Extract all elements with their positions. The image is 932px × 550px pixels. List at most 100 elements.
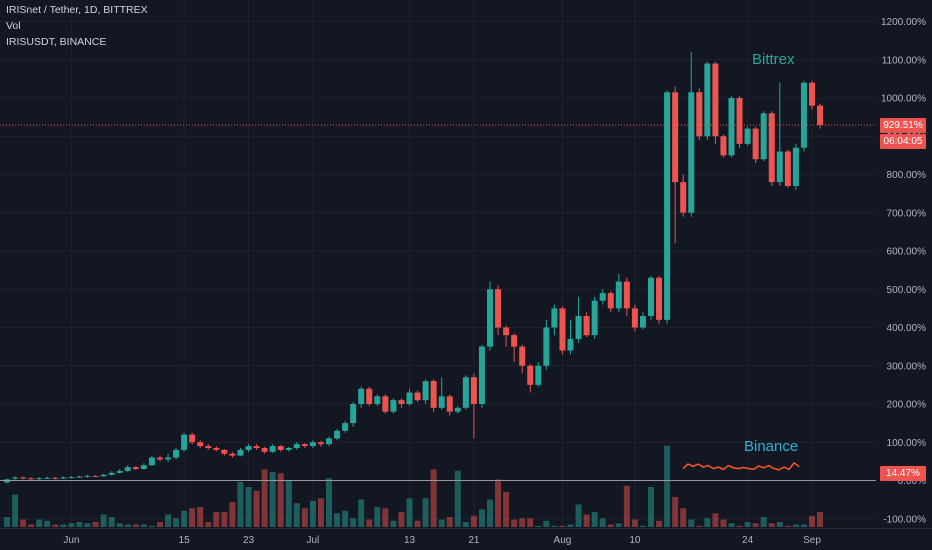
candle-body bbox=[76, 476, 83, 478]
volume-bar bbox=[591, 512, 598, 527]
volume-bar bbox=[20, 519, 27, 527]
volume-bar bbox=[213, 512, 220, 527]
compare-legend[interactable]: IRISUSDT, BINANCE bbox=[6, 36, 107, 48]
candle-body bbox=[495, 289, 502, 328]
candle-body bbox=[213, 447, 220, 450]
chart-title[interactable]: IRISnet / Tether, 1D, BITTREX bbox=[6, 4, 148, 16]
volume-bar bbox=[261, 469, 268, 527]
volume-bar bbox=[551, 525, 558, 527]
candle-body bbox=[470, 377, 477, 404]
candle-body bbox=[648, 277, 654, 317]
volume-bar bbox=[462, 522, 469, 527]
candle-body bbox=[156, 457, 163, 460]
candle-body bbox=[438, 396, 445, 408]
candle-body bbox=[140, 465, 147, 470]
candle-body bbox=[301, 444, 308, 447]
volume-bar bbox=[148, 525, 155, 527]
volume-bar bbox=[100, 514, 107, 527]
candle-body bbox=[374, 396, 381, 404]
candle-body bbox=[607, 293, 614, 309]
candle-body bbox=[446, 396, 453, 412]
volume-bar bbox=[60, 524, 67, 527]
volume-bar bbox=[237, 482, 244, 527]
candle-body bbox=[28, 478, 35, 480]
x-tick-label: 21 bbox=[468, 535, 480, 546]
candle-body bbox=[350, 404, 357, 424]
volume-bar bbox=[631, 519, 638, 527]
time-axis[interactable]: Jun 15 23 Jul 13 21 Aug 10 24 Sep bbox=[0, 528, 932, 547]
volume-bar bbox=[535, 525, 542, 527]
y-tick-label: 100.00% bbox=[887, 438, 927, 449]
candle-body bbox=[503, 327, 510, 336]
candle-body bbox=[293, 444, 300, 448]
volume-bar bbox=[430, 469, 437, 527]
candle-body bbox=[752, 128, 759, 160]
candle-body bbox=[462, 377, 469, 408]
candle-body bbox=[197, 442, 204, 447]
binance-compare-series bbox=[682, 461, 800, 471]
volume-bar bbox=[583, 514, 590, 527]
candle-body bbox=[269, 446, 276, 452]
volume-bar bbox=[173, 518, 180, 527]
candle-body bbox=[567, 338, 574, 351]
candle-body bbox=[358, 388, 365, 404]
x-tick-label: Jul bbox=[307, 535, 320, 546]
candle-body bbox=[20, 477, 27, 479]
volume-bar bbox=[229, 502, 236, 527]
candle-body bbox=[664, 92, 671, 320]
y-tick-label: 600.00% bbox=[887, 247, 927, 258]
volume-bar bbox=[253, 490, 260, 527]
volume-bar bbox=[205, 522, 212, 527]
volume-bar bbox=[623, 485, 630, 527]
volume-legend[interactable]: Vol bbox=[6, 20, 21, 32]
candle-body bbox=[205, 446, 212, 448]
candle-body bbox=[800, 82, 807, 148]
volume-bar bbox=[543, 520, 550, 527]
volume-bar bbox=[680, 508, 687, 527]
candle-body bbox=[342, 423, 349, 431]
volume-bar bbox=[478, 509, 485, 527]
volume-bar bbox=[511, 519, 518, 527]
x-tick-label: 24 bbox=[742, 535, 754, 546]
volume-bar bbox=[760, 517, 767, 527]
volume-bar bbox=[639, 525, 646, 527]
candle-body bbox=[454, 407, 461, 412]
volume-bar bbox=[350, 518, 357, 527]
volume-bar bbox=[728, 523, 735, 527]
candle-body bbox=[559, 308, 566, 351]
x-tick-label: Aug bbox=[554, 535, 572, 546]
volume-bar bbox=[334, 513, 341, 527]
volume-bar bbox=[28, 524, 35, 527]
candle-body bbox=[414, 392, 421, 401]
y-tick-label: 300.00% bbox=[887, 361, 927, 372]
volume-bar bbox=[519, 518, 526, 527]
volume-bar bbox=[116, 523, 123, 527]
y-tick-label: 0.00% bbox=[898, 476, 926, 487]
x-tick-label: Jun bbox=[63, 535, 79, 546]
volume-bar bbox=[487, 499, 493, 527]
candle-body bbox=[712, 63, 719, 137]
candle-body bbox=[84, 475, 91, 477]
candle-body bbox=[760, 113, 767, 160]
candle-body bbox=[519, 346, 526, 366]
candle-body bbox=[736, 98, 743, 144]
candle-body bbox=[285, 447, 292, 450]
candle-body bbox=[776, 151, 783, 183]
volume-bar bbox=[124, 524, 131, 527]
volume-bar bbox=[470, 515, 477, 527]
volume-bar bbox=[575, 504, 582, 527]
candle-body bbox=[704, 63, 711, 137]
candle-body bbox=[390, 400, 397, 412]
volume-bar bbox=[52, 524, 59, 527]
price-axis[interactable]: 1200.00%1100.00%1000.00%900.00%800.00%70… bbox=[881, 17, 926, 525]
candle-body bbox=[527, 365, 534, 385]
candle-body bbox=[12, 477, 19, 479]
volume-bar bbox=[817, 512, 824, 527]
volume-bar bbox=[366, 519, 373, 527]
y-tick-label: 1200.00% bbox=[881, 17, 926, 28]
volume-bar bbox=[36, 519, 43, 527]
volume-bar bbox=[559, 525, 566, 527]
candle-body bbox=[656, 277, 663, 320]
candle-body bbox=[639, 316, 646, 328]
